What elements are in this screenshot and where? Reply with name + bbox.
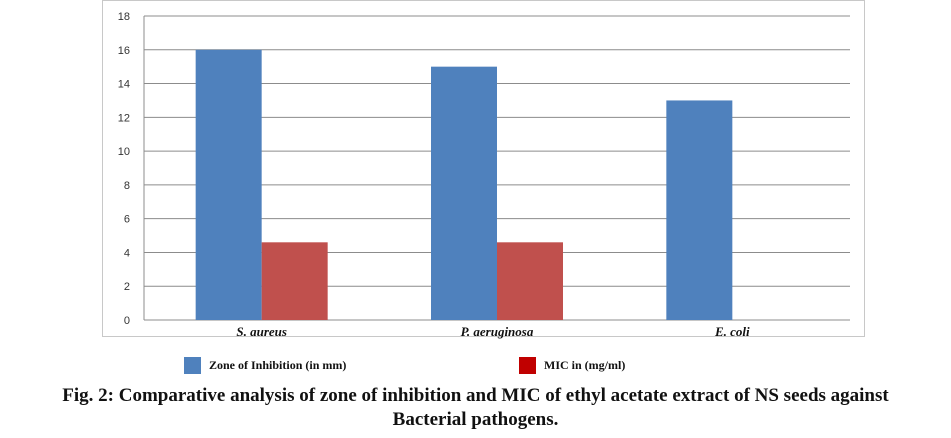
y-tick-label-14: 14	[118, 79, 130, 91]
caption-line-2: Bacterial pathogens.	[392, 409, 559, 430]
legend-item-mic: MIC in (mg/ml)	[519, 357, 625, 374]
legend-swatch-mic	[519, 357, 536, 374]
y-tick-label-4: 4	[124, 247, 130, 259]
caption-line-1: Fig. 2: Comparative analysis of zone of …	[62, 385, 889, 406]
y-tick-label-10: 10	[118, 146, 130, 158]
legend-item-zone: Zone of Inhibition (in mm)	[184, 357, 346, 374]
bar-mic-1	[497, 242, 563, 320]
y-tick-label-2: 2	[124, 281, 130, 293]
figure-caption: Fig. 2: Comparative analysis of zone of …	[0, 384, 951, 432]
legend-swatch-zone	[184, 357, 201, 374]
legend: Zone of Inhibition (in mm) MIC in (mg/ml…	[184, 357, 704, 377]
x-tick-label-0: S. aureus	[236, 324, 287, 339]
y-tick-label-16: 16	[118, 45, 130, 57]
bar-mic-0	[261, 242, 328, 320]
y-tick-label-0: 0	[124, 315, 130, 327]
bar-zone-1	[431, 66, 497, 321]
x-tick-label-1: P. aeruginosa	[461, 324, 534, 339]
x-tick-label-2: E. coli	[714, 324, 750, 339]
legend-label-mic: MIC in (mg/ml)	[544, 358, 626, 372]
bar-chart: 0 2 4 6 8 10 12 14 16 18 S. aureus P. aeruginosa E. …	[118, 11, 850, 339]
y-tick-label-6: 6	[124, 214, 130, 226]
bar-zone-0	[195, 49, 262, 321]
y-tick-label-18: 18	[118, 11, 130, 23]
legend-label-zone: Zone of Inhibition (in mm)	[209, 358, 347, 372]
bar-zone-2	[666, 100, 733, 320]
y-tick-label-8: 8	[124, 180, 130, 192]
y-tick-label-12: 12	[118, 112, 130, 124]
